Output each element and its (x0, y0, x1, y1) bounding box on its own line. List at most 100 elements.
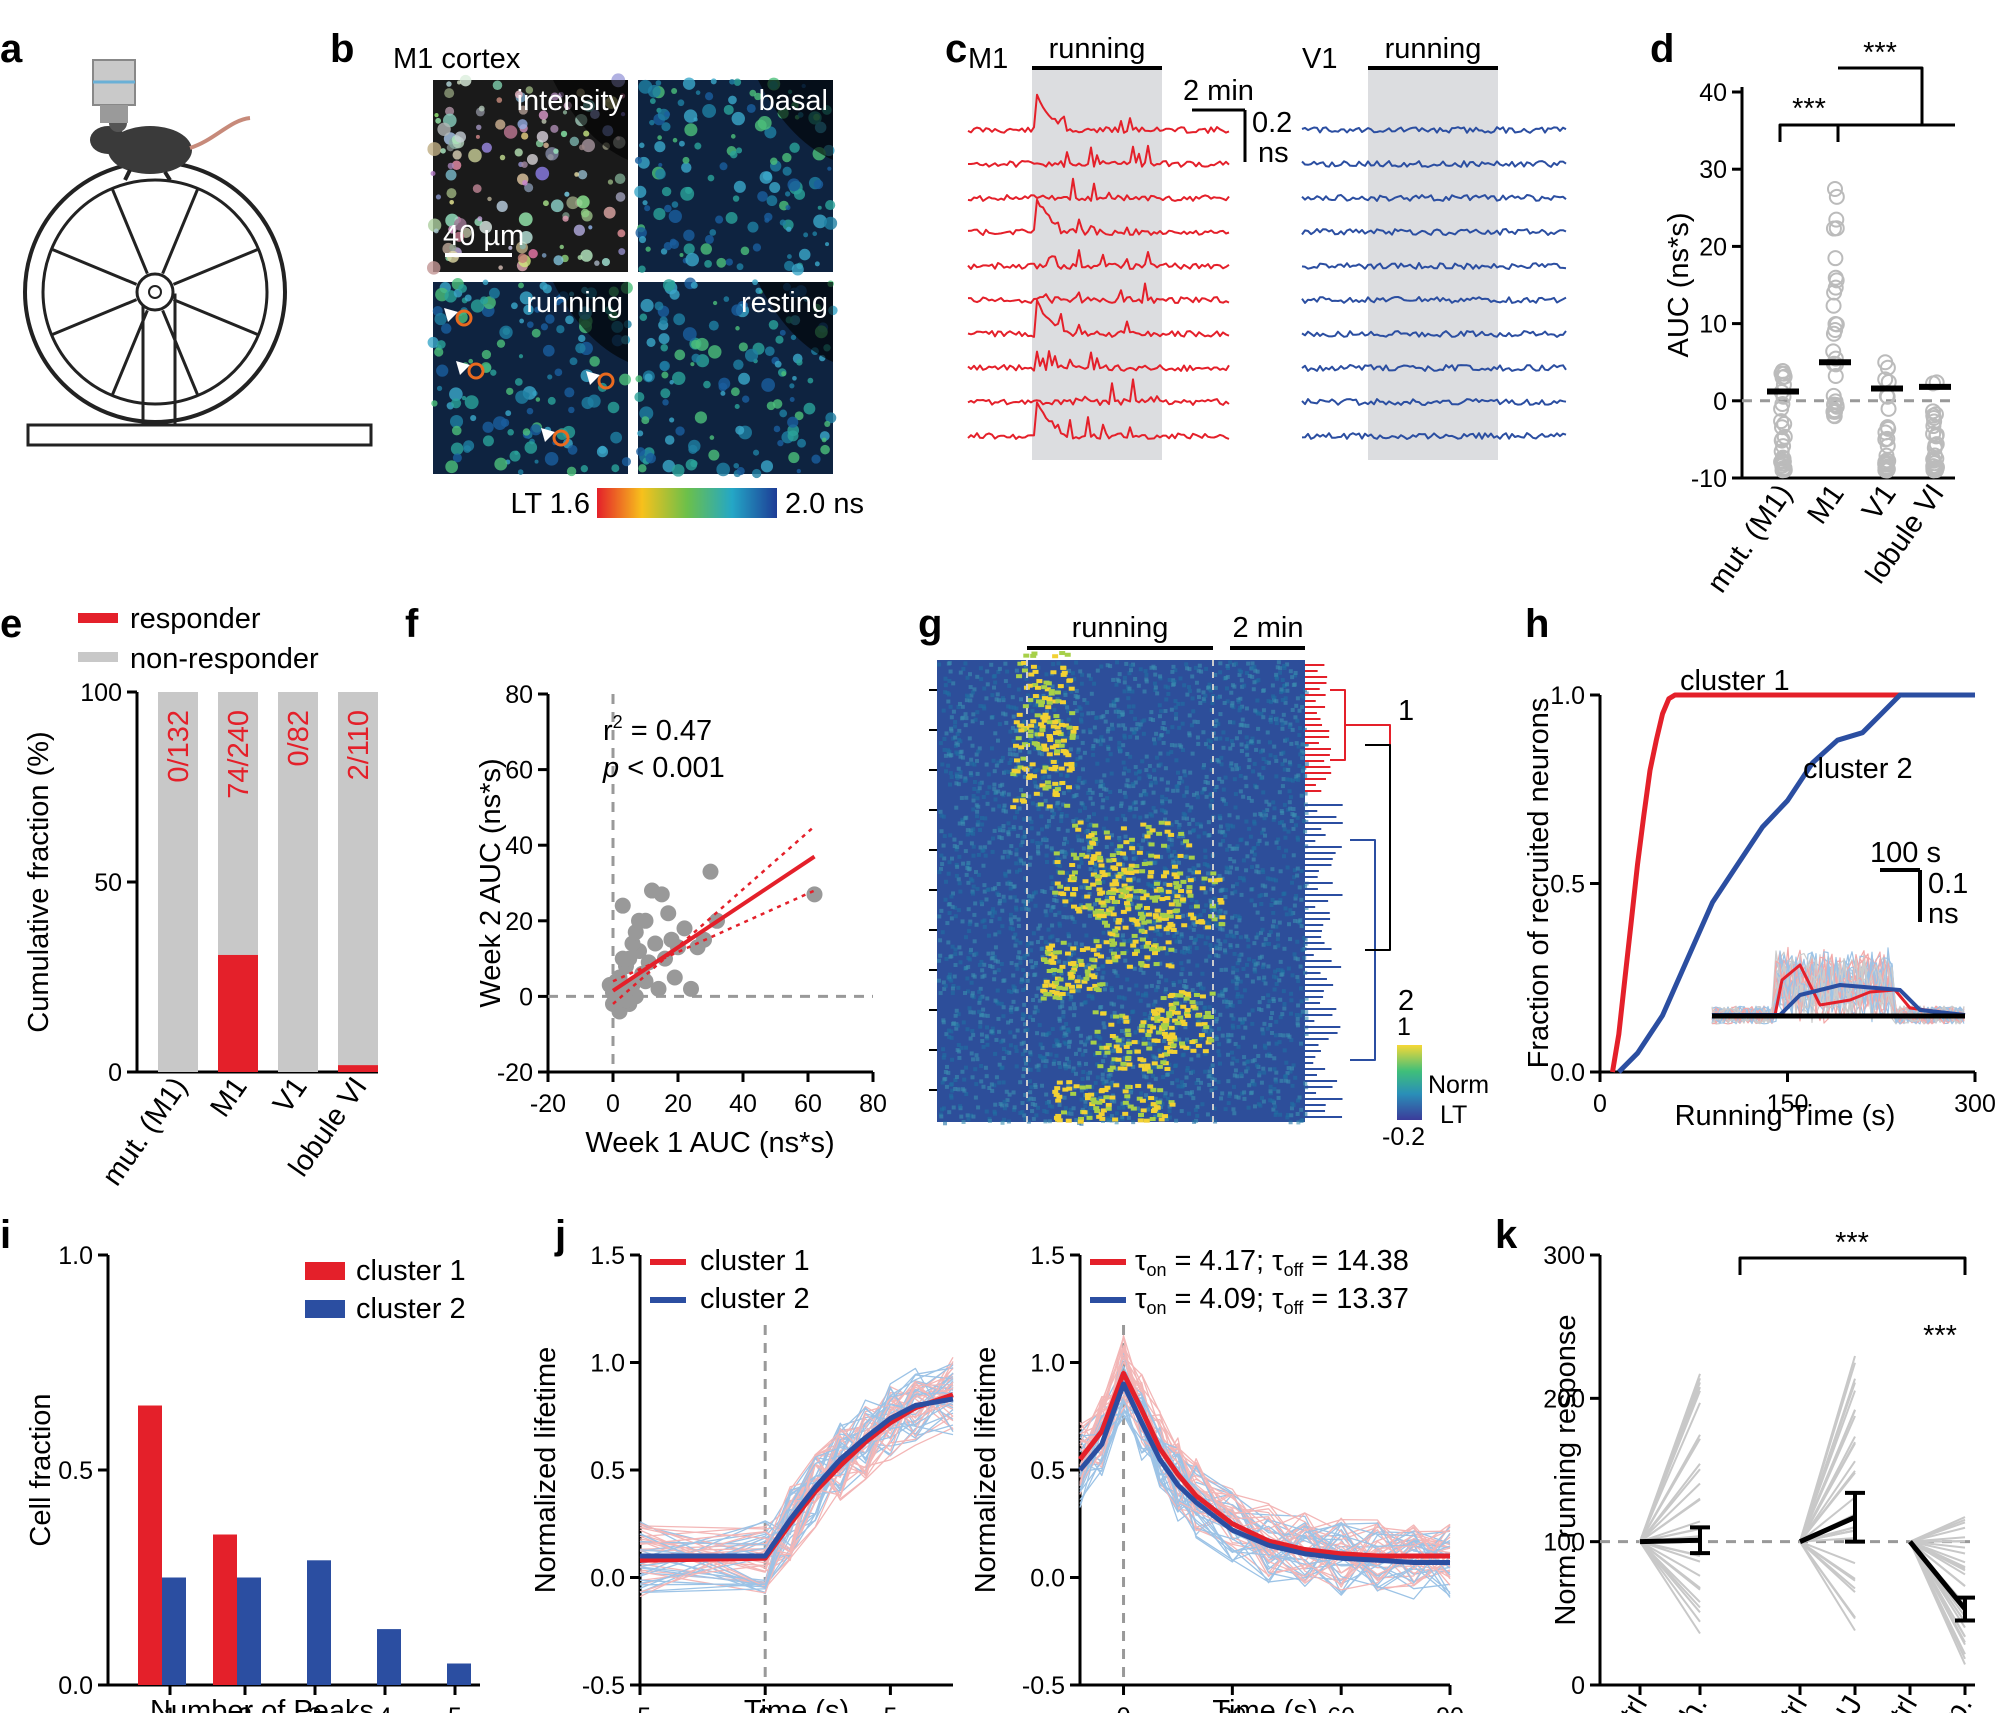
g-heat-hot (1034, 685, 1041, 690)
g-heat-cell (950, 1088, 955, 1093)
g-heat-hot (1110, 891, 1117, 896)
g-heat-cell (1277, 900, 1282, 905)
d-ytick-label: 30 (1699, 156, 1727, 184)
g-heat-cell (937, 978, 942, 983)
g-heat-cell (950, 944, 955, 949)
g-heat-cell (1266, 760, 1271, 765)
g-heat-cell (1207, 1025, 1212, 1030)
g-heat-cell (953, 735, 958, 740)
g-heat-hot (1124, 903, 1131, 908)
g-heat-cell (971, 1114, 976, 1119)
g-heat-hot (1041, 957, 1048, 962)
g-heat-hot (1054, 787, 1061, 792)
image-speckle (729, 150, 738, 159)
g-heat-cell (1276, 660, 1281, 665)
image-speckle (669, 380, 674, 385)
g-heat-cell (1233, 792, 1238, 797)
g-heat-cell (1122, 689, 1127, 694)
g-heat-cell (1209, 745, 1214, 750)
g-heat-cell (985, 801, 990, 806)
g-heat-cell (1187, 713, 1192, 718)
g-heat-cell (1244, 841, 1249, 846)
g-heat-cell (1239, 892, 1244, 897)
g-heat-cell (1231, 846, 1236, 851)
g-heat-hot (1027, 698, 1034, 703)
g-heat-hot (1056, 1094, 1063, 1099)
g-heat-cell (1201, 1015, 1206, 1020)
g-heat-cell (1073, 941, 1078, 946)
g-heat-hot (1099, 982, 1106, 987)
g-heat-cell (1123, 726, 1128, 731)
g-heat-hot (1060, 665, 1067, 670)
g-heat-cell (1283, 758, 1288, 763)
g-heat-hot (1168, 832, 1175, 837)
g-heat-hot (1055, 1098, 1062, 1103)
responder-cell-icon (467, 362, 485, 380)
g-heat-cell (1139, 845, 1144, 850)
g-heat-cell (1018, 825, 1023, 830)
g-heat-cell (1064, 1021, 1069, 1026)
g-heat-cell (938, 867, 943, 872)
g-heat-cell (1259, 954, 1264, 959)
g-heat-hot (1054, 1086, 1061, 1091)
g-heat-cell (1242, 1096, 1247, 1101)
image-speckle (715, 215, 724, 224)
g-heat-cell (1117, 672, 1122, 677)
g-heat-cell (967, 922, 972, 927)
g-heat-cell (1220, 838, 1225, 843)
g-heat-cell (963, 776, 968, 781)
g-heat-cell (1059, 849, 1064, 854)
g-heat-cell (1205, 780, 1210, 785)
g-heat-cell (1219, 762, 1224, 767)
g-heat-cell (979, 1063, 984, 1068)
g-heat-cell (1134, 735, 1139, 740)
g-heat-cell (948, 1082, 953, 1087)
g-heat-cell (981, 863, 986, 868)
g-heat-hot (1112, 928, 1119, 933)
g-heat-cell (1280, 810, 1285, 815)
g-heat-cell (1037, 998, 1042, 1003)
g-heat-cell (947, 860, 952, 865)
g-heat-cell (963, 935, 968, 940)
g-heat-hot (1193, 904, 1200, 909)
image-speckle (464, 294, 472, 302)
g-heat-cell (1252, 812, 1257, 817)
g-heat-cell (1028, 1067, 1033, 1072)
g-heat-cell (1301, 818, 1306, 823)
image-speckle (691, 353, 701, 363)
g-heat-hot (1084, 894, 1091, 899)
g-heat-hot (1090, 882, 1097, 887)
g-heat-cell (1080, 977, 1085, 982)
g-heat-hot (1149, 1117, 1156, 1122)
g-heat-cell (997, 901, 1002, 906)
g-heat-cell (1252, 761, 1257, 766)
image-speckle (482, 435, 494, 447)
g-heat-cell (1141, 791, 1146, 796)
g-heat-cell (1213, 787, 1218, 792)
h-label-cluster-1: cluster 1 (1680, 665, 1790, 697)
g-heat-cell (1261, 1066, 1266, 1071)
image-speckle (550, 199, 564, 213)
g-heat-cell (1262, 809, 1267, 814)
g-heat-cell (1123, 958, 1128, 963)
g-heat-cell (1296, 773, 1301, 778)
g-heat-cell (1229, 1013, 1234, 1018)
dendro-branch-1b (1345, 724, 1391, 745)
g-heat-cell (1184, 1090, 1189, 1095)
g-heat-cell (1116, 858, 1121, 863)
image-speckle (482, 421, 494, 433)
g-heat-cell (976, 852, 981, 857)
image-speckle (468, 358, 474, 364)
g-heat-cell (982, 686, 987, 691)
g-heat-cell (949, 978, 954, 983)
g-heat-cell (1208, 898, 1213, 903)
f-ytick-label: -20 (497, 1059, 533, 1087)
g-heat-cell (1142, 718, 1147, 723)
g-heat-cell (1277, 1040, 1282, 1045)
d-point (1825, 297, 1842, 314)
g-heat-cell (1030, 839, 1035, 844)
g-heat-hot (1110, 951, 1117, 956)
g-heat-hot (1109, 1065, 1116, 1070)
g-heat-cell (1203, 693, 1208, 698)
g-heat-cell (946, 699, 951, 704)
